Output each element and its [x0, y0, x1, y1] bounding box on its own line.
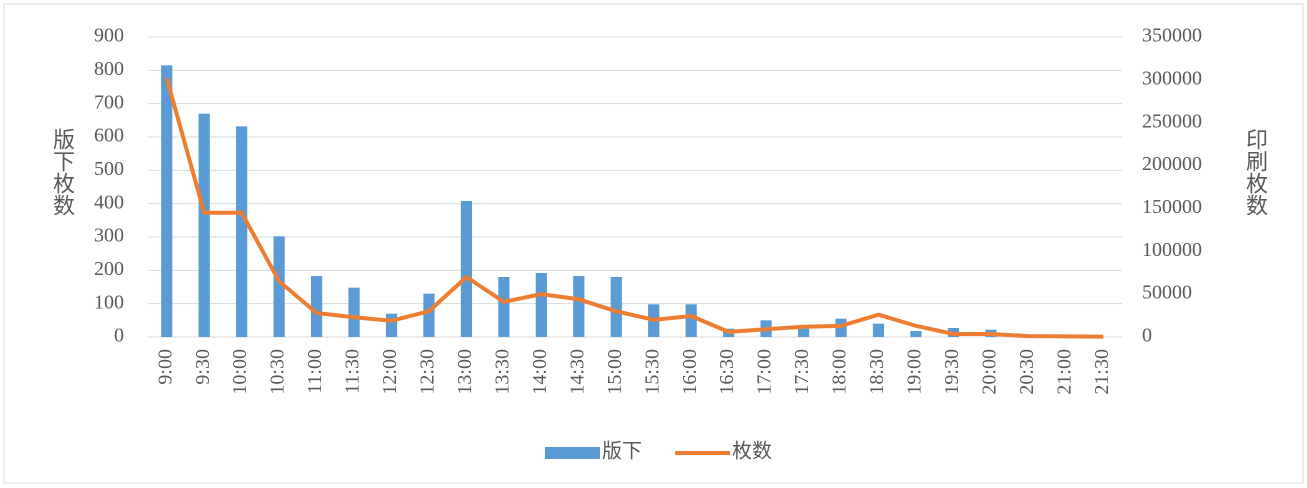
bar [310, 276, 323, 337]
x-tick-label: 11:00 [304, 349, 326, 394]
bar [423, 293, 435, 337]
x-tick-label: 10:30 [267, 349, 289, 395]
x-tick-label: 9:30 [192, 349, 214, 385]
y-tick-label: 600 [94, 125, 124, 147]
y-tick-label: 300 [94, 225, 124, 247]
x-tick-label: 20:00 [978, 349, 1000, 395]
y-tick-label: 0 [114, 325, 124, 347]
x-tick-label: 12:30 [417, 349, 439, 395]
y-tick-label: 400 [94, 191, 124, 213]
legend-label: 枚数 [732, 440, 772, 463]
x-tick-label: 20:30 [1016, 349, 1038, 395]
bar [610, 277, 622, 337]
x-tick-label: 14:00 [529, 349, 551, 395]
x-tick-label: 19:30 [941, 349, 963, 395]
y-tick-label: 200 [94, 258, 124, 280]
y2-tick-label: 350000 [1142, 25, 1202, 47]
chart-border [3, 3, 1304, 484]
x-tick-label: 18:30 [866, 349, 888, 395]
x-tick-label: 9:00 [154, 349, 176, 385]
bar [273, 236, 285, 337]
x-tick-label: 13:30 [491, 349, 513, 395]
x-tick-label: 16:00 [679, 349, 701, 395]
y2-axis-title: 印刷枚数 [1243, 128, 1268, 216]
y-tick-label: 500 [94, 158, 124, 180]
y-tick-label: 700 [94, 91, 124, 113]
bar [385, 313, 398, 337]
bar [910, 331, 922, 337]
y2-tick-label: 0 [1142, 325, 1152, 347]
x-tick-label: 13:00 [454, 349, 476, 395]
bar [573, 276, 585, 337]
x-tick-label: 16:30 [716, 349, 738, 395]
y2-tick-label: 300000 [1142, 67, 1202, 89]
x-tick-label: 10:00 [229, 349, 251, 395]
y2-tick-label: 150000 [1142, 196, 1202, 218]
y2-tick-label: 200000 [1142, 153, 1202, 175]
bar [198, 113, 210, 338]
x-tick-label: 15:00 [604, 349, 626, 395]
bar [498, 277, 510, 337]
bar [236, 126, 248, 337]
y2-tick-label: 250000 [1142, 110, 1202, 132]
x-tick-label: 17:00 [754, 349, 776, 395]
x-tick-label: 14:30 [566, 349, 588, 395]
x-tick-label: 19:00 [904, 349, 926, 395]
x-tick-label: 21:30 [1091, 349, 1113, 395]
y-axis-title: 版下枚数 [50, 128, 75, 216]
y-tick-label: 900 [94, 25, 124, 47]
bar [348, 287, 360, 337]
x-tick-label: 12:00 [379, 349, 401, 395]
x-tick-label: 15:30 [641, 349, 663, 395]
bar [872, 323, 885, 337]
y-tick-label: 800 [94, 58, 124, 80]
y2-tick-label: 50000 [1142, 282, 1192, 304]
x-tick-label: 17:30 [791, 349, 813, 395]
x-tick-label: 18:00 [829, 349, 851, 395]
line [164, 77, 1104, 339]
bar [797, 328, 810, 337]
legend-label: 版下 [602, 440, 642, 463]
x-tick-label: 21:00 [1053, 349, 1075, 395]
bar [685, 304, 697, 337]
bar [161, 65, 173, 337]
legend-swatch [545, 447, 600, 459]
bar [460, 201, 473, 337]
bar [535, 273, 547, 337]
x-tick-label: 11:30 [342, 349, 364, 394]
y-tick-label: 100 [94, 291, 124, 313]
y2-tick-label: 100000 [1142, 239, 1202, 261]
